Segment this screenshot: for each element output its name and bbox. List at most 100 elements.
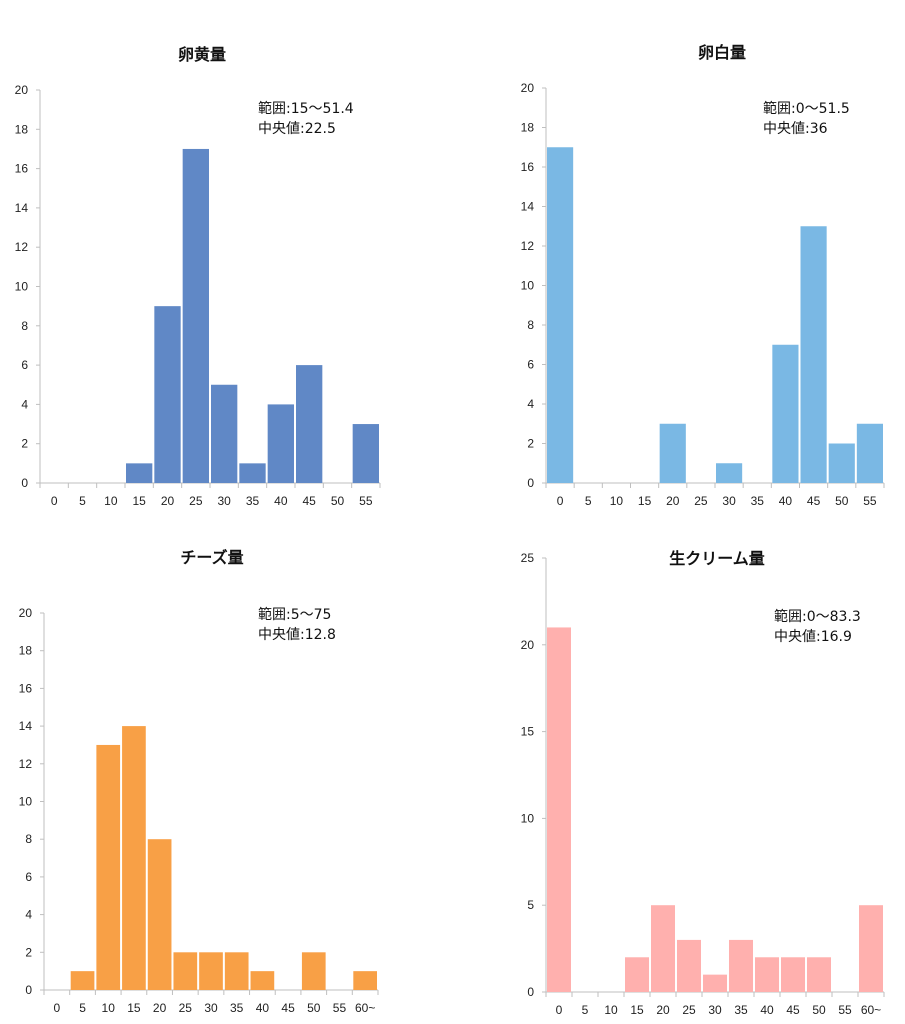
- chart-0-bar: [126, 463, 153, 483]
- chart-1-x-tick-label: 20: [666, 494, 680, 508]
- chart-0-y-tick-label: 4: [21, 397, 28, 411]
- chart-3-x-tick-label: 25: [682, 1003, 696, 1017]
- chart-2-bar: [199, 952, 223, 990]
- chart-0-x-tick-label: 50: [331, 494, 345, 508]
- chart-1-annotation: 中央値:36: [763, 121, 828, 137]
- chart-2-x-tick-label: 20: [153, 1001, 167, 1015]
- chart-2-x-tick-label: 0: [54, 1001, 61, 1015]
- chart-3-y-tick-label: 10: [521, 811, 535, 825]
- chart-1-y-tick-label: 18: [521, 121, 535, 135]
- chart-3-bar: [781, 957, 805, 992]
- chart-3-bar: [807, 957, 831, 992]
- chart-1-y-tick-label: 0: [527, 476, 534, 490]
- chart-2-x-tick-label: 15: [127, 1001, 141, 1015]
- chart-3-bar: [755, 957, 779, 992]
- chart-1-y-tick-label: 16: [521, 160, 535, 174]
- chart-3-bar: [625, 957, 649, 992]
- chart-3-bar: [859, 905, 883, 992]
- chart-2-y-tick-label: 12: [19, 757, 33, 771]
- chart-3-x-tick-label: 60~: [861, 1003, 881, 1017]
- chart-0-y-tick-label: 8: [21, 319, 28, 333]
- chart-1-bar: [800, 226, 827, 483]
- chart-2-y-tick-label: 6: [25, 870, 32, 884]
- chart-0-x-tick-label: 5: [79, 494, 86, 508]
- chart-3-title: 生クリーム量: [669, 549, 765, 568]
- chart-1-bar: [856, 423, 883, 483]
- chart-0-y-tick-label: 12: [15, 240, 29, 254]
- chart-2-x-tick-label: 55: [333, 1001, 347, 1015]
- chart-0-y-tick-label: 0: [21, 476, 28, 490]
- chart-3-x-tick-label: 0: [556, 1003, 563, 1017]
- chart-3-annotation: 範囲:0～83.3: [774, 608, 861, 625]
- chart-2-x-tick-label: 30: [204, 1001, 218, 1015]
- chart-2-x-tick-label: 60~: [355, 1001, 375, 1015]
- chart-2-y-tick-label: 10: [19, 795, 33, 809]
- chart-0-x-tick-label: 35: [246, 494, 260, 508]
- chart-2-y-tick-label: 14: [19, 719, 33, 733]
- chart-1-y-tick-label: 4: [527, 397, 534, 411]
- chart-1-x-tick-label: 45: [807, 494, 821, 508]
- chart-3-x-tick-label: 50: [812, 1003, 826, 1017]
- chart-0-y-tick-label: 10: [15, 280, 29, 294]
- chart-3-y-tick-label: 0: [527, 985, 534, 999]
- chart-2-x-tick-label: 10: [102, 1001, 116, 1015]
- chart-1-x-tick-label: 15: [638, 494, 652, 508]
- chart-2-y-tick-label: 2: [25, 945, 32, 959]
- chart-2-y-tick-label: 18: [19, 644, 33, 658]
- chart-0-bar: [267, 404, 294, 483]
- chart-1-y-tick-label: 8: [527, 318, 534, 332]
- chart-3-x-tick-label: 20: [656, 1003, 670, 1017]
- chart-1-x-tick-label: 50: [835, 494, 849, 508]
- chart-0-bar: [296, 365, 323, 483]
- chart-0-y-tick-label: 16: [15, 162, 29, 176]
- chart-3-bar: [547, 627, 571, 992]
- chart-2-x-tick-label: 5: [79, 1001, 86, 1015]
- chart-0-y-tick-label: 2: [21, 437, 28, 451]
- chart-0-x-tick-label: 40: [274, 494, 288, 508]
- chart-3-bar: [703, 974, 727, 992]
- chart-0-y-tick-label: 6: [21, 358, 28, 372]
- chart-0-x-tick-label: 20: [161, 494, 175, 508]
- chart-2-x-tick-label: 25: [179, 1001, 193, 1015]
- chart-1-x-tick-label: 35: [751, 494, 765, 508]
- chart-1-y-tick-label: 6: [527, 358, 534, 372]
- chart-2-bar: [147, 839, 172, 990]
- chart-3-x-tick-label: 30: [708, 1003, 722, 1017]
- chart-3-annotation: 中央値:16.9: [774, 629, 852, 645]
- chart-3-x-tick-label: 55: [838, 1003, 852, 1017]
- chart-2-x-tick-label: 45: [281, 1001, 295, 1015]
- chart-1-annotation: 範囲:0～51.5: [763, 100, 850, 117]
- chart-0-x-tick-label: 10: [104, 494, 118, 508]
- chart-2-y-tick-label: 16: [19, 681, 33, 695]
- chart-2-bar: [224, 952, 249, 990]
- chart-1-bar: [716, 463, 743, 483]
- chart-1-x-tick-label: 10: [610, 494, 624, 508]
- chart-3-x-tick-label: 15: [630, 1003, 644, 1017]
- chart-3-x-tick-label: 45: [786, 1003, 800, 1017]
- chart-3-bar: [651, 905, 675, 992]
- chart-1-x-tick-label: 5: [585, 494, 592, 508]
- chart-2-x-tick-label: 50: [307, 1001, 321, 1015]
- chart-0-bar: [154, 306, 181, 483]
- chart-3-bar: [729, 939, 753, 992]
- chart-2-bar: [353, 971, 377, 990]
- chart-2-y-tick-label: 8: [25, 832, 32, 846]
- chart-2-y-tick-label: 4: [25, 908, 32, 922]
- chart-3-y-tick-label: 20: [521, 638, 535, 652]
- chart-2-annotation: 範囲:5～75: [258, 606, 331, 623]
- chart-3-x-tick-label: 10: [604, 1003, 618, 1017]
- chart-1-title: 卵白量: [698, 43, 746, 62]
- chart-1-y-tick-label: 2: [527, 437, 534, 451]
- chart-1-x-tick-label: 25: [694, 494, 708, 508]
- chart-0-x-tick-label: 25: [189, 494, 203, 508]
- chart-0-y-tick-label: 20: [15, 83, 29, 97]
- chart-2-bar: [96, 744, 121, 990]
- chart-3-y-tick-label: 15: [521, 725, 535, 739]
- chart-2-bar: [301, 952, 326, 990]
- chart-0-bar: [352, 424, 379, 483]
- chart-2-bar: [122, 726, 146, 990]
- chart-3-x-tick-label: 35: [734, 1003, 748, 1017]
- chart-1-x-tick-label: 40: [779, 494, 793, 508]
- chart-0-bar: [182, 148, 209, 483]
